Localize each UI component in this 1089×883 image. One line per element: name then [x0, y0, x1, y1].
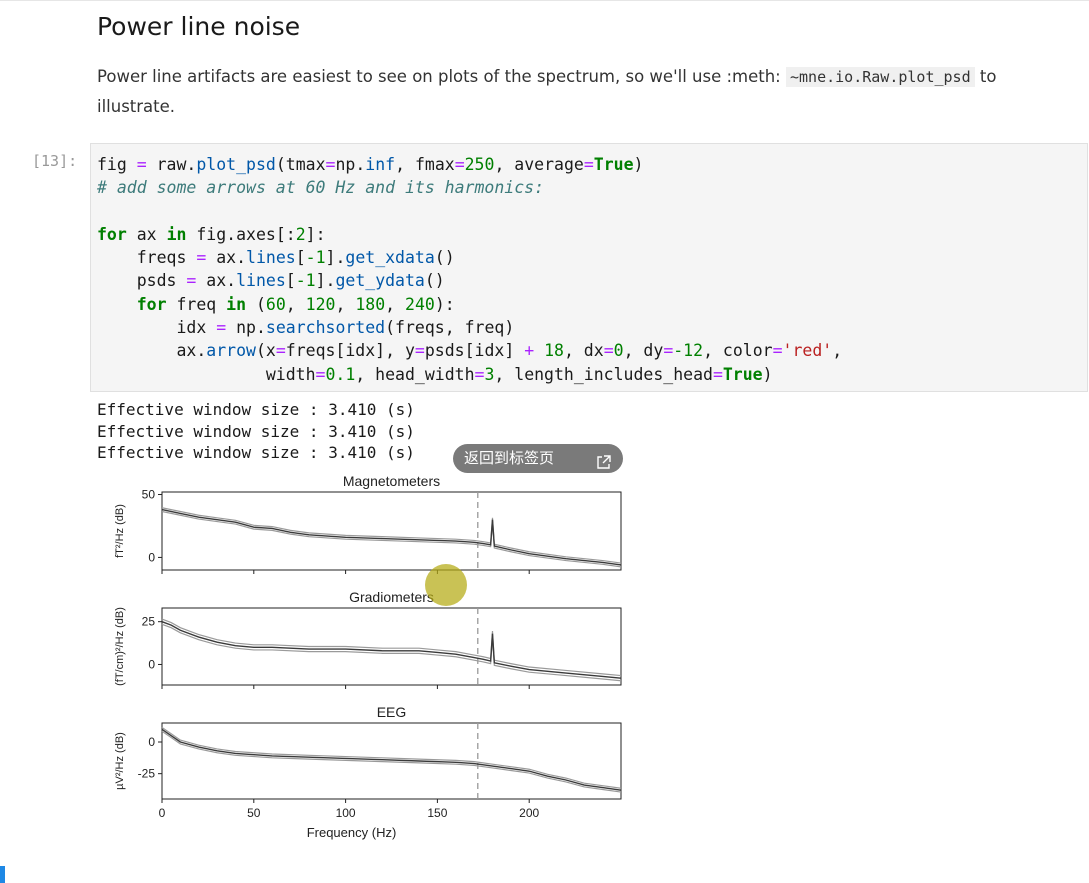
psd-figure: Magnetometers fT²/Hz (dB) 0 50 Gradiometers (… [95, 470, 635, 850]
panel-3-xtick-label-1: 50 [247, 806, 261, 820]
panel-2-axes-frame [161, 607, 622, 686]
top-divider [0, 0, 1089, 1]
code-cell[interactable]: fig = raw.plot_psd(tmax=np.inf, fmax=250… [90, 143, 1088, 392]
panel-1-series-line-0 [161, 508, 622, 566]
panel-3-xtick-label-4: 200 [519, 806, 539, 820]
mouse-cursor-highlight [425, 564, 467, 606]
panel-1-axes-frame [161, 491, 622, 571]
panel-3-ytick-label-1: -25 [138, 767, 156, 781]
panel-3-ylabel: µV²/Hz (dB) [114, 732, 126, 790]
back-to-tab-label: 返回到标签页 [464, 450, 555, 467]
panel-1-title: Magnetometers [343, 473, 440, 489]
panel-3-xtick-label-2: 100 [336, 806, 356, 820]
active-cell-marker [0, 866, 5, 883]
external-link-icon [596, 451, 611, 480]
paragraph-text-after: to illustrate. [97, 67, 997, 116]
panel-2-ytick-label-1: 25 [142, 615, 156, 629]
panel-2-ylabel: (fT/cm)²/Hz (dB) [114, 607, 126, 686]
panel-1-ylabel: fT²/Hz (dB) [114, 504, 126, 558]
panel-3-ytick-label-0: 0 [148, 735, 155, 749]
panel-1-ytick-label-1: 50 [142, 488, 156, 502]
panel-2-ytick-label-0: 0 [148, 657, 155, 671]
inline-code: ~mne.io.Raw.plot_psd [786, 67, 975, 87]
section-heading: Power line noise [97, 12, 301, 41]
panel-3-title: EEG [377, 704, 407, 720]
panel-1-series-band-upper [161, 507, 622, 564]
panel-2-title: Gradiometers [349, 589, 434, 605]
panel-3-xtick-label-3: 150 [427, 806, 447, 820]
panel-2-series-band-lower [161, 623, 622, 682]
panel-1-series-band-lower [161, 510, 622, 568]
panel-3-axes-frame [161, 722, 622, 800]
panel-1-ytick-label-0: 0 [148, 550, 155, 564]
panel-3-series-band-lower [161, 730, 622, 793]
psd-chart: Magnetometers fT²/Hz (dB) 0 50 Gradiometers (… [114, 473, 622, 840]
code-editor[interactable]: fig = raw.plot_psd(tmax=np.inf, fmax=250… [97, 155, 843, 384]
cell-output: Effective window size : 3.410 (s) Effect… [97, 400, 415, 462]
back-to-tab-button[interactable]: 返回到标签页 [453, 444, 623, 473]
panel-3-series-line-0 [161, 728, 622, 791]
panel-2-series-band-upper [161, 618, 622, 677]
markdown-paragraph: Power line artifacts are easiest to see … [97, 62, 1027, 122]
panel-3-xlabel: Frequency (Hz) [307, 825, 397, 840]
panel-3-xtick-label-0: 0 [159, 806, 166, 820]
paragraph-text-before: Power line artifacts are easiest to see … [97, 67, 781, 86]
panel-2-series-line-0 [161, 621, 622, 679]
cell-prompt: [13]: [32, 152, 78, 170]
panel-3-series-band-upper [161, 726, 622, 789]
